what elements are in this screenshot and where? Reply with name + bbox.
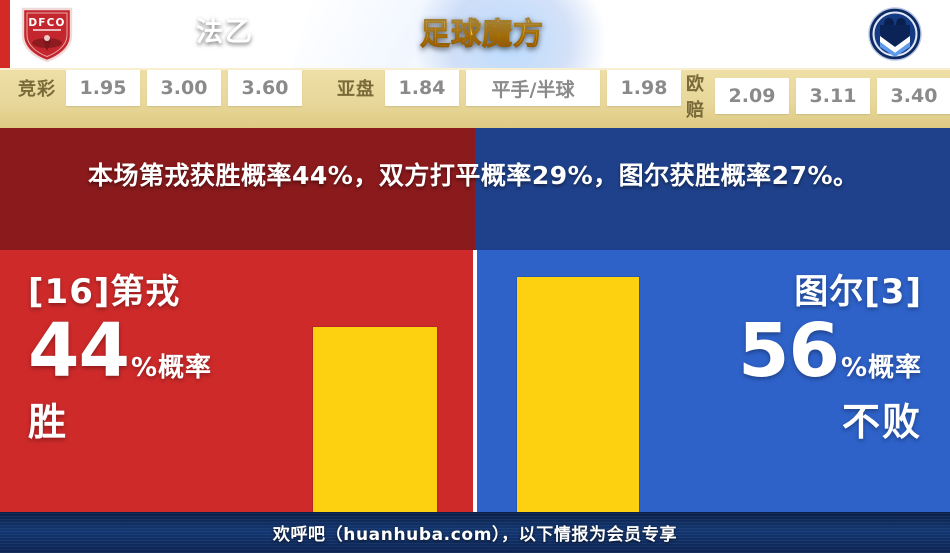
home-percent-value: 44 (28, 308, 130, 394)
tours-fc-crest-icon (868, 7, 922, 61)
left-red-stripe (0, 0, 10, 68)
away-outcome-label: 不败 (841, 400, 922, 444)
probability-statement-text: 本场第戎获胜概率44%，双方打平概率29%，图尔获胜概率27%。 (88, 161, 859, 190)
header-glow (415, 0, 605, 68)
odds-value-yapan-2[interactable]: 1.98 (607, 70, 681, 106)
odds-value-yapan-handicap[interactable]: 平手/半球 (466, 70, 600, 106)
kickoff-label: 开赛时间： (667, 14, 733, 29)
away-probability-bar (517, 277, 639, 512)
odds-group-jingcai: 竞彩 1.95 3.00 3.60 (18, 70, 309, 106)
odds-value-oupei-3[interactable]: 3.40 (877, 78, 950, 114)
league-name: 法乙 (196, 17, 254, 48)
odds-group-oupei: 欧赔 2.09 3.11 3.40 (686, 70, 950, 122)
odds-value-oupei-1[interactable]: 2.09 (715, 78, 789, 114)
odds-label-oupei: 欧赔 (686, 74, 705, 121)
header-bar: DFCO 周五008 法乙 足球魔方 开赛时间： 2013年09月21日 02:… (0, 0, 950, 68)
away-team-panel: 图尔[3] 56 %概率 不败 (477, 250, 950, 512)
home-outcome-label: 胜 (28, 400, 69, 444)
dijon-dfco-crest-icon: DFCO (21, 7, 73, 63)
home-percent-suffix: %概率 (130, 353, 213, 383)
odds-value-yapan-1[interactable]: 1.84 (385, 70, 459, 106)
brand-logo: 足球魔方 (420, 9, 544, 53)
svg-text:DFCO: DFCO (28, 17, 65, 29)
odds-value-jingcai-2[interactable]: 3.00 (147, 70, 221, 106)
away-percent-line: 56 %概率 (738, 314, 922, 388)
odds-label-jingcai: 竞彩 (18, 79, 56, 100)
footer-promo-text: 欢呼吧（huanhuba.com），以下情报为会员专享 (272, 525, 678, 545)
odds-group-yapan: 亚盘 1.84 平手/半球 1.98 (337, 70, 688, 106)
odds-bar: 竞彩 1.95 3.00 3.60 亚盘 1.84 平手/半球 1.98 欧赔 … (0, 68, 950, 132)
kickoff-time: 2013年09月21日 02:00 (667, 36, 854, 54)
away-team-info: 图尔[3] 56 %概率 不败 (738, 270, 922, 444)
home-probability-bar (313, 327, 437, 512)
panel-divider (473, 250, 477, 512)
away-percent-value: 56 (737, 308, 840, 394)
home-team-panel: [16]第戎 44 %概率 胜 (0, 250, 473, 512)
home-percent-line: 44 %概率 (28, 314, 212, 388)
odds-value-oupei-2[interactable]: 3.11 (796, 78, 870, 114)
match-number: 周五008 (132, 24, 192, 40)
odds-value-jingcai-3[interactable]: 3.60 (228, 70, 302, 106)
footer-bar: 欢呼吧（huanhuba.com），以下情报为会员专享 (0, 512, 950, 553)
home-team-info: [16]第戎 44 %概率 胜 (28, 270, 212, 444)
away-percent-suffix: %概率 (840, 353, 922, 383)
away-team-name: 图尔[3] (794, 272, 922, 312)
banner-left-half (0, 128, 475, 250)
footer-texture (0, 512, 950, 553)
home-team-name: [16]第戎 (28, 272, 181, 312)
probability-statement-banner: 本场第戎获胜概率44%，双方打平概率29%，图尔获胜概率27%。 (0, 128, 950, 250)
probability-chart: [16]第戎 44 %概率 胜 图尔[3] 56 %概率 不败 (0, 250, 950, 512)
odds-value-jingcai-1[interactable]: 1.95 (66, 70, 140, 106)
banner-right-half (475, 128, 950, 250)
odds-label-yapan: 亚盘 (337, 79, 375, 100)
